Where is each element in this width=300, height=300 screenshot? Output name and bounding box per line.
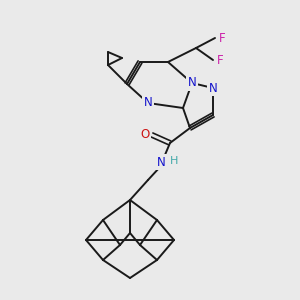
Text: N: N bbox=[144, 97, 152, 110]
Text: O: O bbox=[140, 128, 150, 142]
Text: H: H bbox=[170, 155, 178, 165]
Text: F: F bbox=[215, 53, 222, 67]
Text: N: N bbox=[157, 155, 165, 169]
Text: F: F bbox=[217, 32, 224, 44]
Text: F: F bbox=[219, 32, 226, 44]
Text: N: N bbox=[157, 155, 165, 169]
Text: N: N bbox=[188, 76, 196, 89]
Text: H: H bbox=[170, 156, 178, 166]
Text: O: O bbox=[141, 128, 150, 142]
Text: N: N bbox=[208, 82, 217, 94]
Text: F: F bbox=[217, 53, 224, 67]
